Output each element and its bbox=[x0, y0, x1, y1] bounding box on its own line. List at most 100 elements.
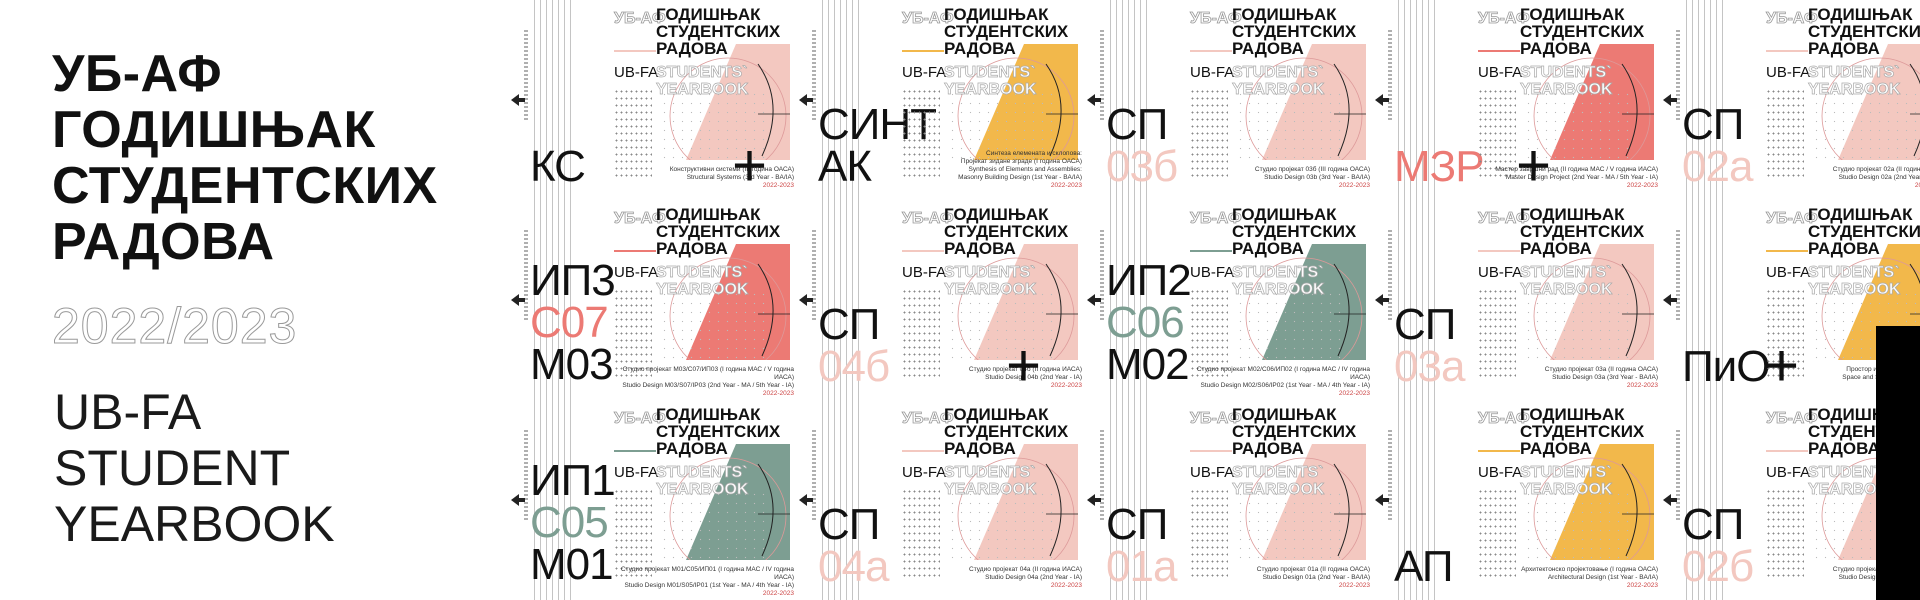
course-code-line: ИП3 bbox=[530, 256, 616, 305]
vertical-caption bbox=[524, 230, 528, 320]
course-description-line: Architectural Design (1st Year - BA/IA) bbox=[1547, 574, 1658, 581]
dot-grid bbox=[948, 490, 1058, 560]
title-underline bbox=[614, 450, 656, 452]
yearbook-cover-tile[interactable]: СП 04б УБ-АФ ГОДИШЊАК СТУДЕНТСКИХ РАДОВА UB-FA… bbox=[796, 200, 1084, 400]
dot-grid bbox=[1236, 290, 1346, 360]
black-edge-bar bbox=[1876, 326, 1920, 600]
course-description-line: Studio Design M01/S05/IP01 (1st Year - M… bbox=[624, 582, 794, 589]
course-description: Студио пројекат М01/С05/ИП01 (I година М… bbox=[618, 566, 794, 598]
dot-grid bbox=[1812, 90, 1920, 160]
yearbook-title-line: СТУДЕНТСКИХ bbox=[944, 22, 1069, 41]
course-description: Синтеза елемената и склопова: Пројекат зи… bbox=[906, 150, 1082, 190]
yearbook-title-line: РАДОВА bbox=[656, 439, 728, 458]
students-yearbook-outline: STUDENTS` YEARBOOK bbox=[1808, 264, 1901, 299]
yearbook-title-line: ГОДИШЊАК bbox=[656, 205, 761, 224]
students-yearbook-line: STUDENTS` bbox=[1232, 64, 1324, 82]
vertical-caption bbox=[1676, 30, 1680, 120]
academic-year: 2022-2023 bbox=[762, 390, 794, 397]
yearbook-cover-tile[interactable]: ИП3 С07 М03 УБ-АФ ГОДИШЊАК СТУДЕНТСКИХ РАДОВА U… bbox=[508, 200, 796, 400]
course-code-line: 01а bbox=[1106, 542, 1177, 591]
dot-grid bbox=[948, 290, 1058, 360]
yearbook-title-line: ГОДИШЊАК bbox=[1232, 205, 1337, 224]
logo-shape bbox=[799, 494, 813, 506]
course-description-line: Студио пројекат 04б (II година ИАСА) bbox=[968, 366, 1082, 373]
logo-shape bbox=[1663, 94, 1677, 106]
yearbook-cover-tile[interactable]: СП 01а УБ-АФ ГОДИШЊАК СТУДЕНТСКИХ РАДОВА UB-FA… bbox=[1084, 400, 1372, 600]
hero-title-line: РАДОВА bbox=[52, 213, 275, 271]
dot-column bbox=[902, 488, 940, 578]
course-description-line: Студио пројекат М01/С05/ИП01 (I година М… bbox=[620, 566, 794, 581]
ub-fa-label: UB-FA bbox=[1478, 64, 1523, 81]
title-underline bbox=[614, 50, 656, 52]
vertical-caption bbox=[812, 230, 816, 320]
yearbook-cover-tile[interactable]: СП 02а УБ-АФ ГОДИШЊАК СТУДЕНТСКИХ РАДОВА UB-FA… bbox=[1660, 0, 1920, 200]
faculty-logo-icon bbox=[1663, 494, 1677, 506]
course-code-line: СП bbox=[1106, 500, 1168, 549]
faculty-logo-icon bbox=[799, 494, 813, 506]
ub-fa-label: UB-FA bbox=[1478, 464, 1523, 481]
yearbook-cover-tile[interactable]: СИНТ АК УБ-АФ ГОДИШЊАК СТУДЕНТСКИХ РАДОВА UB-F… bbox=[796, 0, 1084, 200]
ub-fa-label: UB-FA bbox=[614, 64, 659, 81]
yearbook-title-line: СТУДЕНТСКИХ bbox=[1232, 22, 1357, 41]
students-yearbook-line: STUDENTS` bbox=[656, 64, 748, 82]
dot-column bbox=[1478, 488, 1516, 578]
plus-icon: + bbox=[1006, 332, 1042, 399]
logo-shape bbox=[1087, 494, 1101, 506]
yearbook-title-line: СТУДЕНТСКИХ bbox=[656, 222, 781, 241]
yearbook-cover-tile[interactable]: КС УБ-АФ ГОДИШЊАК СТУДЕНТСКИХ РАДОВА UB-FA STU… bbox=[508, 0, 796, 200]
dot-grid bbox=[948, 90, 1058, 160]
course-code-line: С05 bbox=[530, 498, 609, 547]
students-yearbook-outline: STUDENTS` YEARBOOK bbox=[656, 464, 749, 499]
vertical-caption bbox=[812, 30, 816, 120]
yearbook-cover-tile[interactable]: ИП1 С05 М01 УБ-АФ ГОДИШЊАК СТУДЕНТСКИХ РАДОВА U… bbox=[508, 400, 796, 600]
ub-fa-label: UB-FA bbox=[1190, 264, 1235, 281]
dot-grid bbox=[1236, 490, 1346, 560]
yearbook-title-line: РАДОВА bbox=[944, 439, 1016, 458]
yearbook-title-line: СТУДЕНТСКИХ bbox=[1520, 222, 1645, 241]
course-code-line: ПиО bbox=[1682, 342, 1770, 391]
yearbook-title: ГОДИШЊАК СТУДЕНТСКИХ РАДОВА bbox=[1520, 206, 1644, 257]
yearbook-title: ГОДИШЊАК СТУДЕНТСКИХ РАДОВА bbox=[944, 6, 1068, 57]
academic-year: 2022-2023 bbox=[1338, 582, 1370, 589]
title-underline bbox=[614, 250, 656, 252]
vertical-caption bbox=[1388, 230, 1392, 320]
yearbook-title-line: ГОДИШЊАК bbox=[1808, 5, 1913, 24]
yearbook-title-line: РАДОВА bbox=[1520, 239, 1592, 258]
students-yearbook-outline: STUDENTS` YEARBOOK bbox=[944, 64, 1037, 99]
course-description-line: Masonry Building Design (1st Year - BA/I… bbox=[958, 174, 1082, 181]
course-description: Студио пројекат 03б (III година ОАСА) Stu… bbox=[1194, 166, 1370, 190]
course-description-line: Studio Design 03a (3rd Year - BA/IA) bbox=[1552, 374, 1658, 381]
students-yearbook-line: YEARBOOK bbox=[1232, 481, 1325, 499]
dot-column bbox=[1766, 88, 1804, 178]
ub-fa-label: UB-FA bbox=[1766, 264, 1811, 281]
students-yearbook-outline: STUDENTS` YEARBOOK bbox=[1520, 264, 1613, 299]
hero-title: УБ-АФ ГОДИШЊАК СТУДЕНТСКИХ РАДОВА bbox=[52, 46, 482, 270]
yearbook-cover-tile[interactable]: МЗР УБ-АФ ГОДИШЊАК СТУДЕНТСКИХ РАДОВА UB-FA ST… bbox=[1372, 0, 1660, 200]
course-description-line: Пројекат зидане зграде (I година ОАСА) bbox=[960, 158, 1082, 165]
vertical-caption bbox=[1676, 230, 1680, 320]
yearbook-cover-tile[interactable]: СП 03а УБ-АФ ГОДИШЊАК СТУДЕНТСКИХ РАДОВА UB-FA… bbox=[1372, 200, 1660, 400]
course-description: Студио пројекат 04б (II година ИАСА) Stud… bbox=[906, 366, 1082, 390]
course-code-line: СП bbox=[818, 500, 880, 549]
ub-af-outline: УБ-АФ bbox=[1766, 410, 1818, 428]
yearbook-cover-tile[interactable]: СП 04а УБ-АФ ГОДИШЊАК СТУДЕНТСКИХ РАДОВА UB-FA… bbox=[796, 400, 1084, 600]
stripe-pattern bbox=[534, 400, 574, 600]
course-description-line: Студио пројекат 01а (II година ОАСА) bbox=[1256, 566, 1370, 573]
course-code-line: СП bbox=[1682, 100, 1744, 149]
yearbook-cover-tile[interactable]: СП 03б УБ-АФ ГОДИШЊАК СТУДЕНТСКИХ РАДОВА UB-FA… bbox=[1084, 0, 1372, 200]
yearbook-title: ГОДИШЊАК СТУДЕНТСКИХ РАДОВА bbox=[1232, 206, 1356, 257]
course-description: Студио пројекат М02/С06/ИП02 (I година М… bbox=[1194, 366, 1370, 398]
course-code: СП 02б bbox=[1682, 503, 1754, 591]
course-code-line: 02б bbox=[1682, 542, 1754, 591]
yearbook-cover-tile[interactable]: ИП2 С06 М02 УБ-АФ ГОДИШЊАК СТУДЕНТСКИХ РАДОВА U… bbox=[1084, 200, 1372, 400]
dot-column bbox=[1766, 488, 1804, 578]
hero-years: 2022/2023 bbox=[51, 298, 298, 355]
course-code: ИП3 С07 М03 bbox=[530, 256, 616, 387]
yearbook-cover-tile[interactable]: АП УБ-АФ ГОДИШЊАК СТУДЕНТСКИХ РАДОВА UB-FA STU… bbox=[1372, 400, 1660, 600]
ub-fa-label: UB-FA bbox=[1766, 64, 1811, 81]
logo-shape bbox=[1375, 494, 1389, 506]
students-yearbook-outline: STUDENTS` YEARBOOK bbox=[944, 464, 1037, 499]
ub-fa-label: UB-FA bbox=[614, 464, 659, 481]
ub-fa-label: UB-FA bbox=[1478, 264, 1523, 281]
students-yearbook-line: YEARBOOK bbox=[944, 281, 1037, 299]
